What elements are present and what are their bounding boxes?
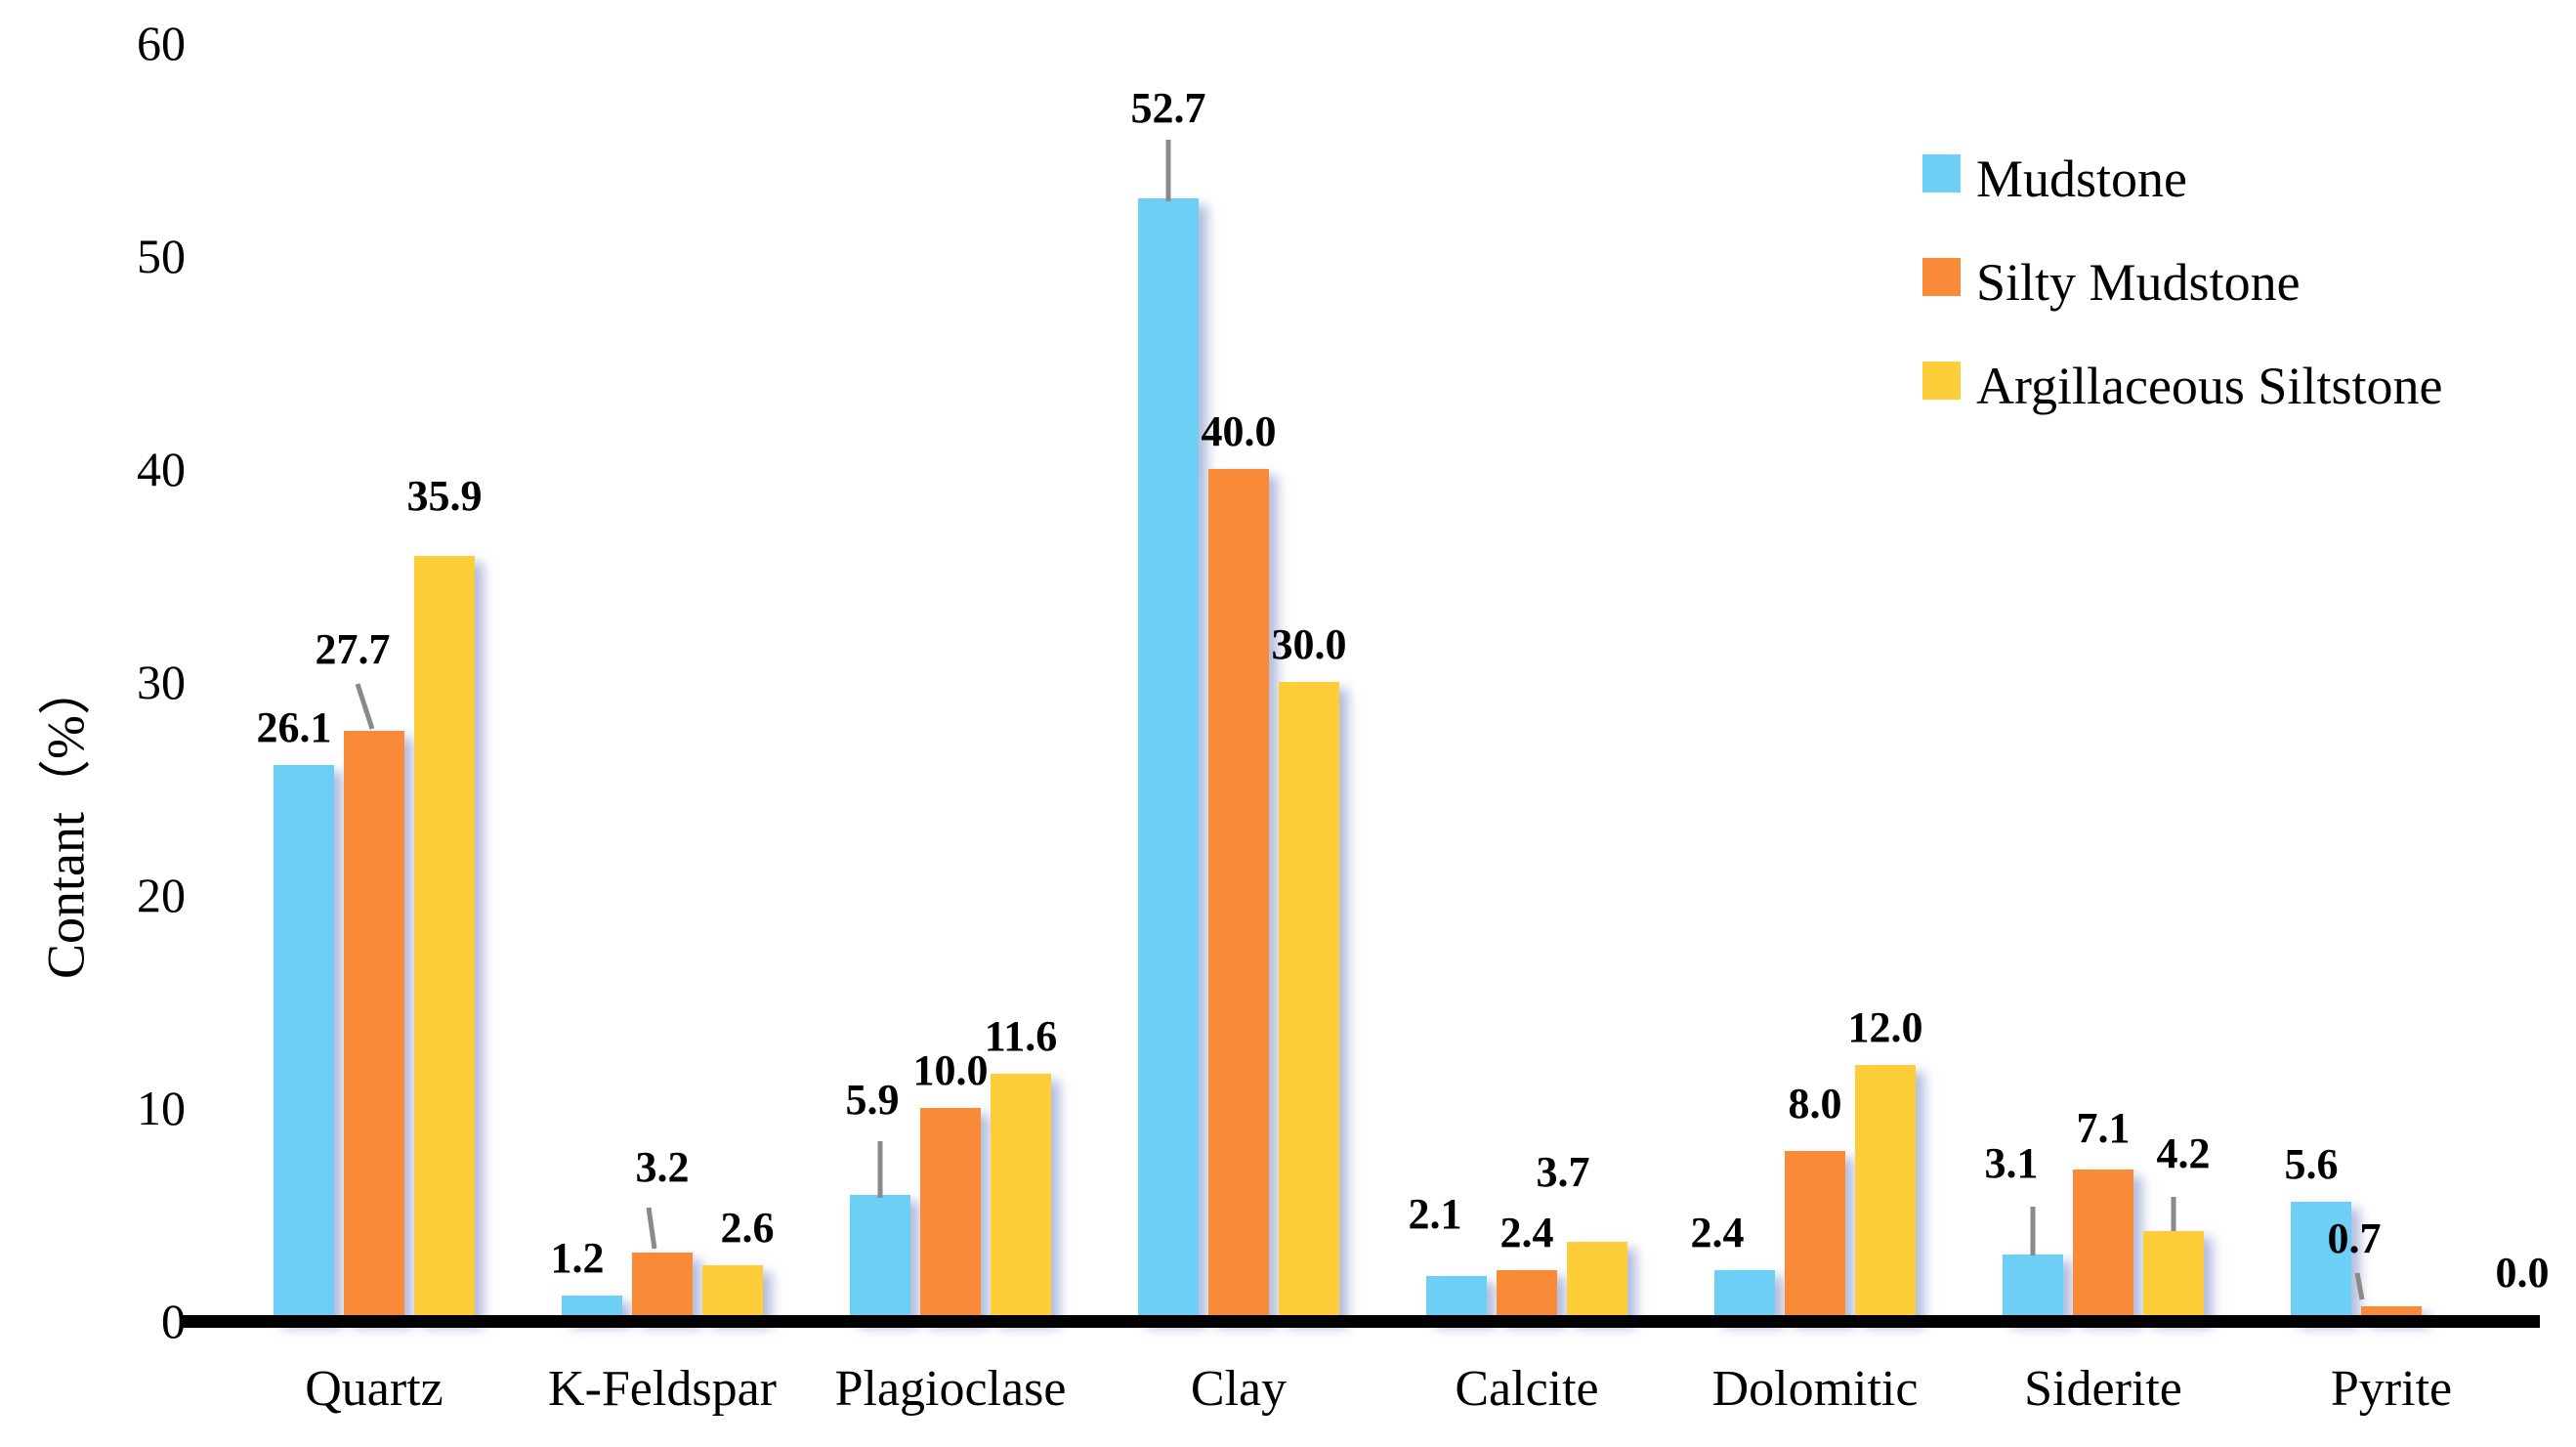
category-label-plagioclase: Plagioclase [834,1361,1067,1417]
legend-item-silty-mudstone: Silty Mudstone [1922,253,2301,312]
bar-value-label: 3.7 [1536,1148,1590,1196]
bar-value-label: 27.7 [315,625,391,673]
y-tick-label: 10 [137,1081,186,1135]
legend-swatch-silty-mudstone [1922,258,1961,296]
y-tick-label: 20 [137,868,186,922]
bar-argillaceous-siltstone-calcite [1567,1242,1627,1321]
legend-label: Mudstone [1976,149,2187,208]
leader-line [646,1207,657,1250]
bar-mudstone-plagioclase [850,1195,910,1321]
bar-value-label: 30.0 [1271,620,1347,668]
bar-value-label: 12.0 [1847,1003,1923,1051]
bar-silty-mudstone-k-feldspar [632,1253,693,1321]
legend-item-mudstone: Mudstone [1922,149,2187,208]
bar-argillaceous-siltstone-dolomitic [1855,1065,1916,1321]
legend-swatch-mudstone [1922,154,1961,192]
category-label-clay: Clay [1190,1361,1288,1417]
bar-argillaceous-siltstone-siderite [2143,1231,2204,1321]
legend-label: Argillaceous Siltstone [1976,357,2443,415]
bar-argillaceous-siltstone-quartz [414,556,475,1321]
bar-value-label: 52.7 [1130,84,1206,132]
bar-value-label: 40.0 [1201,407,1277,455]
bar-silty-mudstone-siderite [2073,1170,2133,1321]
bar-silty-mudstone-quartz [344,731,404,1321]
bar-value-label: 11.6 [984,1012,1058,1060]
category-label-k-feldspar: K-Feldspar [548,1361,777,1417]
bar-silty-mudstone-plagioclase [920,1108,981,1321]
bar-value-label: 35.9 [406,472,483,520]
category-label-quartz: Quartz [305,1361,443,1417]
bar-mudstone-calcite [1426,1276,1487,1321]
bar-value-label: 10.0 [912,1046,989,1094]
y-tick-label: 40 [137,442,186,496]
bar-value-label: 2.1 [1408,1190,1462,1238]
leader-line [355,683,375,730]
bar-silty-mudstone-calcite [1497,1270,1557,1321]
legend-swatch-argillaceous-siltstone [1922,362,1961,400]
bar-value-label: 4.2 [2156,1129,2211,1177]
bar-mudstone-quartz [274,765,334,1321]
bar-value-label: 7.1 [2076,1104,2131,1152]
bar-value-label: 3.1 [1984,1139,2039,1187]
bar-mudstone-pyrite [2291,1202,2351,1321]
bar-value-label: 0.0 [2495,1249,2550,1297]
bar-mudstone-siderite [2003,1255,2063,1321]
y-tick-label: 60 [137,16,186,70]
bar-value-label: 2.6 [720,1204,775,1252]
bar-value-label: 1.2 [550,1234,605,1282]
bar-silty-mudstone-clay [1208,469,1269,1321]
legend-item-argillaceous-siltstone: Argillaceous Siltstone [1922,357,2443,415]
leader-line [2354,1272,2365,1300]
bar-argillaceous-siltstone-clay [1279,682,1339,1321]
bar-value-label: 3.2 [635,1143,690,1191]
category-label-calcite: Calcite [1455,1361,1599,1417]
bar-value-label: 8.0 [1788,1080,1842,1128]
y-tick-label: 50 [137,229,186,283]
y-tick-label: 30 [137,655,186,709]
bar-value-label: 5.9 [845,1076,900,1124]
bar-argillaceous-siltstone-plagioclase [991,1074,1051,1321]
legend-label: Silty Mudstone [1976,253,2301,312]
bar-silty-mudstone-dolomitic [1785,1151,1845,1321]
bar-argillaceous-siltstone-k-feldspar [702,1265,763,1321]
x-axis-line [181,1315,2540,1328]
category-label-dolomitic: Dolomitic [1711,1361,1919,1417]
bar-value-label: 0.7 [2327,1214,2382,1262]
bar-mudstone-dolomitic [1714,1270,1775,1321]
bar-value-label: 5.6 [2284,1140,2339,1188]
bar-mudstone-clay [1138,198,1199,1321]
bar-value-label: 26.1 [256,703,332,751]
category-label-pyrite: Pyrite [2330,1361,2453,1417]
bar-value-label: 2.4 [1499,1209,1554,1256]
bar-value-label: 2.4 [1690,1209,1745,1256]
category-label-siderite: Siderite [2024,1361,2182,1417]
